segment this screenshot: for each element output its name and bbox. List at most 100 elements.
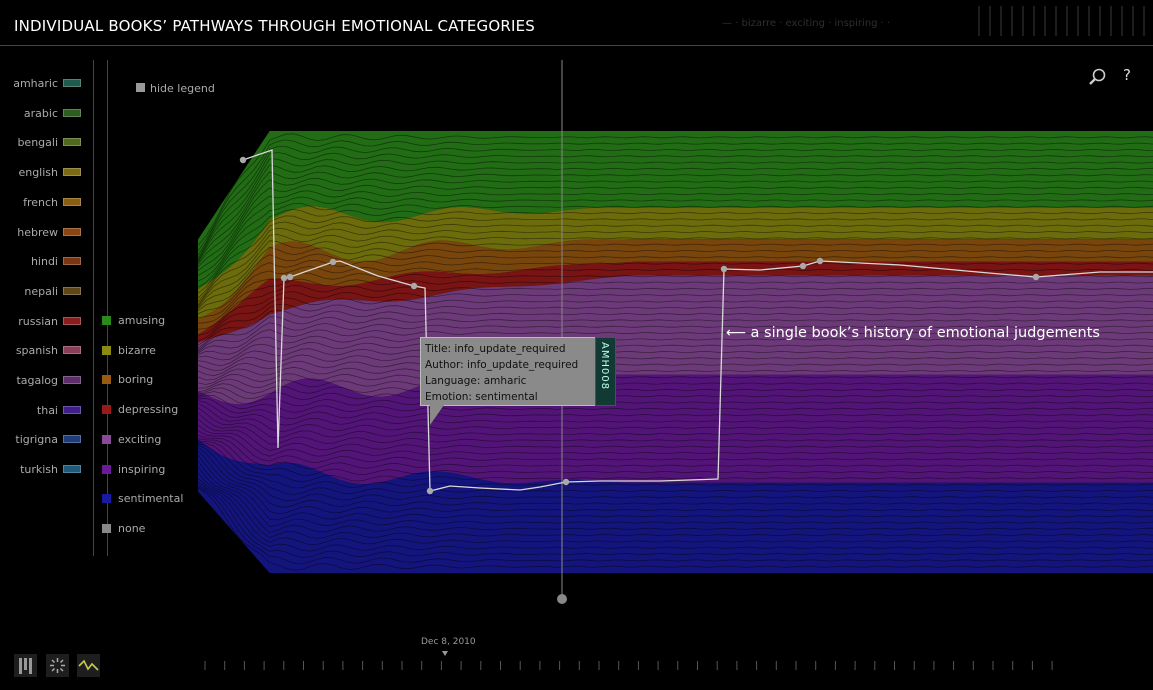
legend-emotion-sentimental[interactable]: sentimental <box>102 494 192 508</box>
book-line <box>198 379 1153 388</box>
legend-language-label: arabic <box>24 107 58 120</box>
legend-language-tagalog[interactable]: tagalog <box>0 376 84 390</box>
search-icon[interactable] <box>1088 67 1108 91</box>
legend-emotion-swatch <box>102 465 111 474</box>
time-cursor-handle[interactable] <box>557 594 567 604</box>
legend-language-nepali[interactable]: nepali <box>0 287 84 301</box>
legend-language-label: hindi <box>31 255 58 268</box>
book-line <box>198 178 1153 264</box>
legend-language-label: french <box>23 196 58 209</box>
legend-language-tigrigna[interactable]: tigrigna <box>0 435 84 449</box>
page-title: INDIVIDUAL BOOKS’ PATHWAYS THROUGH EMOTI… <box>14 17 535 35</box>
judgement-point[interactable] <box>411 283 417 289</box>
legend-language-label: spanish <box>16 344 58 357</box>
tooltip-title: Title: info_update_required <box>425 341 591 357</box>
legend-emotion-bizarre[interactable]: bizarre <box>102 346 192 360</box>
legend-language-bengali[interactable]: bengali <box>0 138 84 152</box>
legend-language-spanish[interactable]: spanish <box>0 346 84 360</box>
legend-emotion-depressing[interactable]: depressing <box>102 405 192 419</box>
book-line <box>198 398 1153 418</box>
book-line <box>198 216 1153 293</box>
tooltip-book-code: AMH008 <box>595 337 616 406</box>
legend-language-swatch <box>63 465 81 473</box>
legend-language-french[interactable]: french <box>0 198 84 212</box>
judgement-point[interactable] <box>330 259 336 265</box>
legend-language-label: hebrew <box>17 226 58 239</box>
legend-language-hebrew[interactable]: hebrew <box>0 228 84 242</box>
legend-language-turkish[interactable]: turkish <box>0 465 84 479</box>
legend-language-hindi[interactable]: hindi <box>0 257 84 271</box>
book-line <box>198 374 1153 385</box>
trend-view-button[interactable] <box>77 654 100 677</box>
legend-emotion-label: inspiring <box>118 463 165 476</box>
book-line <box>198 451 1153 514</box>
legend-language-label: thai <box>37 404 58 417</box>
book-line <box>198 355 1153 371</box>
book-line <box>198 267 1153 314</box>
judgement-point[interactable] <box>800 263 806 269</box>
book-line <box>198 388 1153 400</box>
judgement-point[interactable] <box>427 488 433 494</box>
header-decoration <box>978 6 1148 36</box>
judgement-point[interactable] <box>287 274 293 280</box>
band-inspiring <box>198 375 1153 485</box>
legend-language-label: tagalog <box>16 374 58 387</box>
book-lines <box>198 134 1153 570</box>
judgement-point[interactable] <box>817 258 823 264</box>
legend-emotion-exciting[interactable]: exciting <box>102 435 192 449</box>
book-line <box>198 425 1153 456</box>
book-line <box>198 445 1153 501</box>
judgement-point[interactable] <box>1033 274 1039 280</box>
tooltip-author: Author: info_update_required <box>425 357 591 373</box>
book-line <box>198 401 1153 425</box>
help-button[interactable]: ? <box>1123 66 1131 84</box>
legend-language-arabic[interactable]: arabic <box>0 109 84 123</box>
legend-language-swatch <box>63 346 81 354</box>
band-bizarre <box>198 206 1153 319</box>
book-line <box>198 487 1153 564</box>
legend-language-russian[interactable]: russian <box>0 317 84 331</box>
legend-language-swatch <box>63 257 81 265</box>
legend-language-swatch <box>63 168 81 176</box>
book-line <box>198 431 1153 463</box>
legend-emotion-label: depressing <box>118 403 178 416</box>
book-line <box>198 439 1153 476</box>
book-line <box>198 285 1153 329</box>
book-line <box>198 478 1153 545</box>
book-line <box>198 367 1153 380</box>
book-line <box>198 419 1153 451</box>
timeline-marker[interactable] <box>442 651 448 656</box>
trend-icon <box>77 654 100 677</box>
book-line <box>198 447 1153 507</box>
book-line <box>198 435 1153 469</box>
timeline-axis[interactable] <box>0 658 1153 678</box>
legend-emotion-boring[interactable]: boring <box>102 375 192 389</box>
legend-language-label: english <box>18 166 58 179</box>
book-line <box>198 444 1153 495</box>
legend-emotion-inspiring[interactable]: inspiring <box>102 465 192 479</box>
streams-view-button[interactable] <box>14 654 37 677</box>
book-line <box>198 361 1153 375</box>
judgement-point[interactable] <box>281 275 287 281</box>
legend-emotion-amusing[interactable]: amusing <box>102 316 192 330</box>
legend-language-thai[interactable]: thai <box>0 406 84 420</box>
book-line <box>198 261 1153 311</box>
cluster-view-button[interactable] <box>46 654 69 677</box>
hide-legend-checkbox[interactable] <box>136 83 145 92</box>
legend-emotion-label: none <box>118 522 145 535</box>
tooltip-language: Language: amharic <box>425 373 591 389</box>
legend-language-label: amharic <box>13 77 58 90</box>
book-line <box>198 485 1153 557</box>
judgement-point[interactable] <box>240 157 246 163</box>
legend-emotion-none[interactable]: none <box>102 524 192 538</box>
legend-emotion-label: sentimental <box>118 492 183 505</box>
book-line <box>198 191 1153 271</box>
legend-emotion-swatch <box>102 494 111 503</box>
judgement-point[interactable] <box>563 479 569 485</box>
band-boring <box>198 239 1153 334</box>
judgement-point[interactable] <box>721 266 727 272</box>
legend-language-english[interactable]: english <box>0 168 84 182</box>
book-line <box>198 482 1153 551</box>
highlighted-book-line[interactable] <box>243 150 1153 491</box>
legend-language-amharic[interactable]: amharic <box>0 79 84 93</box>
